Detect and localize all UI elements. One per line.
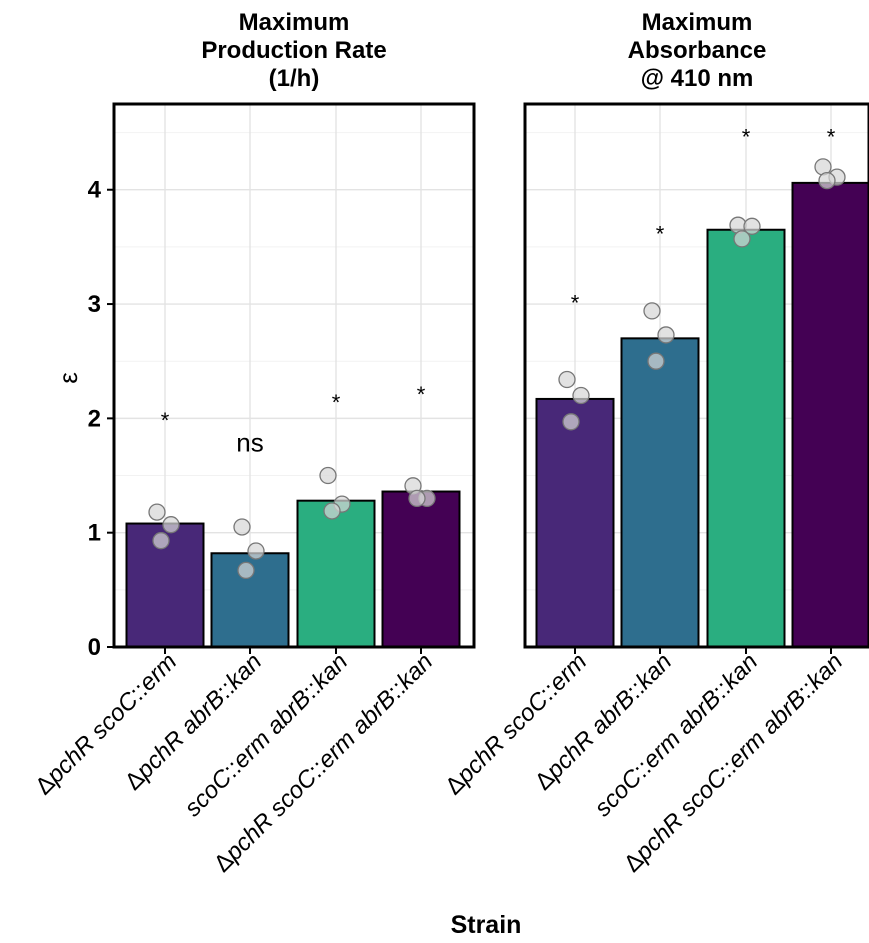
data-point xyxy=(247,542,265,560)
bar xyxy=(620,337,700,648)
data-point xyxy=(657,326,675,344)
significance-label: * xyxy=(656,222,665,247)
data-point xyxy=(319,466,337,485)
significance-label: * xyxy=(417,382,426,407)
bar xyxy=(535,397,615,648)
data-point xyxy=(148,503,166,521)
data-point xyxy=(237,561,255,580)
bar xyxy=(381,490,461,648)
y-tick-label: 0 xyxy=(88,634,101,661)
significance-label: ns xyxy=(236,428,263,458)
data-point xyxy=(743,217,761,235)
category-label: scoC::erm abrB::kan xyxy=(179,648,353,822)
data-point xyxy=(323,502,341,520)
category-label: scoC::erm abrB::kan xyxy=(589,648,763,822)
y-axis-label: ε xyxy=(53,372,83,384)
significance-label: * xyxy=(827,125,836,150)
panel-title: Maximum Absorbance @ 410 nm xyxy=(628,9,767,92)
data-point xyxy=(408,489,426,508)
category-label: ΔpchR scoC::erm xyxy=(440,648,592,800)
y-tick-label: 1 xyxy=(88,520,101,547)
data-point xyxy=(733,230,751,248)
data-point xyxy=(647,352,665,370)
panel-frame xyxy=(523,102,869,649)
category-label: ΔpchR scoC::erm xyxy=(30,648,182,800)
data-point xyxy=(233,518,251,536)
data-point xyxy=(162,516,180,534)
bar xyxy=(706,228,786,648)
y-tick-label: 2 xyxy=(88,405,101,432)
significance-label: * xyxy=(742,125,751,150)
panel-frame xyxy=(112,102,476,649)
y-tick-label: 3 xyxy=(88,291,101,318)
y-tick-label: 4 xyxy=(88,177,102,204)
data-point xyxy=(643,302,661,320)
bar xyxy=(296,499,376,648)
panel-title: Maximum Production Rate (1/h) xyxy=(201,9,386,92)
bar xyxy=(791,181,869,648)
significance-label: * xyxy=(161,408,170,433)
data-point xyxy=(818,171,836,190)
significance-label: * xyxy=(571,290,580,315)
data-point xyxy=(562,413,580,431)
data-point xyxy=(558,370,576,389)
x-axis-label: Strain xyxy=(451,911,522,939)
data-point xyxy=(572,386,590,405)
data-point xyxy=(152,532,170,550)
significance-label: * xyxy=(332,390,341,415)
